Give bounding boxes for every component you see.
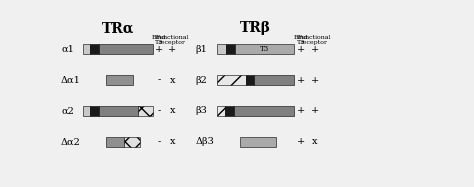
Text: T3: T3	[260, 45, 269, 53]
Text: TRβ: TRβ	[240, 21, 271, 35]
Text: Bind
T3: Bind T3	[294, 35, 308, 45]
Text: Δα2: Δα2	[61, 137, 81, 146]
Text: +: +	[310, 106, 319, 116]
Text: +: +	[310, 45, 319, 54]
Bar	[90, 106, 99, 116]
Bar	[137, 106, 153, 116]
Text: x: x	[170, 106, 175, 116]
Text: x: x	[170, 76, 175, 85]
Text: TRα: TRα	[102, 21, 134, 35]
Bar	[240, 137, 276, 147]
Text: +: +	[297, 45, 305, 54]
Bar	[217, 75, 246, 85]
Text: -: -	[157, 76, 161, 85]
Bar	[234, 106, 294, 116]
Bar	[106, 75, 133, 85]
Bar	[225, 106, 234, 116]
Bar	[99, 106, 137, 116]
Text: α2: α2	[61, 106, 74, 116]
Text: x: x	[312, 137, 317, 146]
Bar	[83, 106, 90, 116]
Text: α1: α1	[61, 45, 74, 54]
Text: Δα1: Δα1	[61, 76, 81, 85]
Bar	[124, 137, 140, 147]
Text: +: +	[297, 106, 305, 116]
Text: Functional
receptor: Functional receptor	[155, 35, 189, 45]
Bar	[235, 44, 294, 54]
Text: +: +	[168, 45, 176, 54]
Bar	[227, 44, 235, 54]
Text: x: x	[170, 137, 175, 146]
Bar	[254, 75, 294, 85]
Bar	[99, 44, 153, 54]
Text: +: +	[297, 76, 305, 85]
Text: +: +	[310, 76, 319, 85]
Text: β3: β3	[195, 106, 207, 116]
Text: β2: β2	[195, 76, 207, 85]
Text: -: -	[157, 106, 161, 116]
Text: Functional
receptor: Functional receptor	[298, 35, 331, 45]
Bar	[106, 137, 124, 147]
Bar	[217, 106, 225, 116]
Text: Δβ3: Δβ3	[195, 137, 214, 146]
Bar	[83, 44, 90, 54]
Text: +: +	[155, 45, 164, 54]
Bar	[90, 44, 99, 54]
Bar	[217, 44, 227, 54]
Text: Bind
T3: Bind T3	[152, 35, 166, 45]
Text: β1: β1	[195, 45, 207, 54]
Bar	[246, 75, 254, 85]
Text: -: -	[157, 137, 161, 146]
Text: +: +	[297, 137, 305, 146]
